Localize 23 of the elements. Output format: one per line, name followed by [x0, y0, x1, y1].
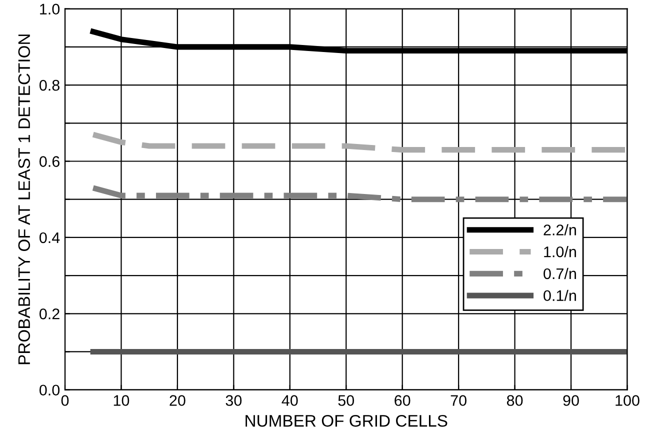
x-tick-label: 40 — [282, 395, 298, 406]
y-tick-label: 0.2 — [40, 308, 60, 320]
y-tick-label: 0.8 — [40, 80, 60, 91]
y-tick-label: 0.0 — [40, 384, 60, 396]
x-axis-title: NUMBER OF GRID CELLS — [246, 414, 448, 427]
x-tick-label: 30 — [226, 395, 242, 406]
x-tick-label: 0 — [61, 395, 69, 406]
legend-label: 1.0/n — [544, 246, 576, 258]
x-tick-label: 10 — [114, 395, 130, 406]
x-tick-label: 60 — [394, 395, 410, 406]
x-tick-label: 70 — [450, 395, 466, 406]
x-tick-label: 80 — [506, 395, 523, 406]
y-tick-label: 1.0 — [40, 4, 60, 15]
x-tick-label: 90 — [563, 395, 579, 406]
legend-label: 0.7/n — [544, 268, 576, 280]
y-axis-title: PROBABILITY OF AT LEAST 1 DETECTION — [18, 34, 30, 364]
legend-label: 0.1/n — [544, 290, 576, 302]
legend-label: 2.2/n — [544, 224, 576, 236]
y-tick-label: 0.4 — [40, 232, 60, 244]
x-tick-label: 50 — [338, 395, 354, 406]
x-tick-label: 20 — [170, 395, 186, 406]
x-tick-label: 100 — [616, 395, 640, 406]
y-tick-label: 0.6 — [40, 156, 60, 167]
